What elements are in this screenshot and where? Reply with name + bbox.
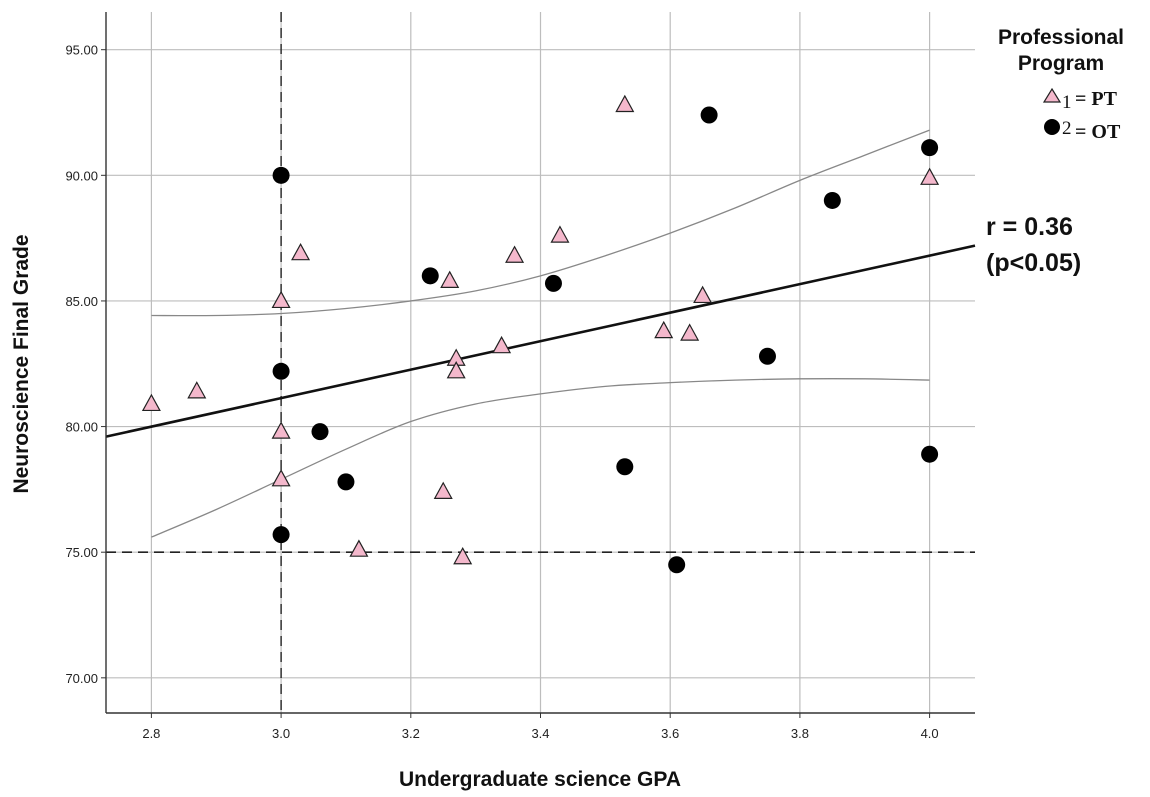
ot-point	[758, 347, 776, 365]
ot-point	[272, 166, 290, 184]
grid-lines	[106, 12, 975, 713]
pt-point	[446, 361, 466, 379]
pt-point	[453, 546, 473, 565]
x-tick-label: 4.0	[921, 726, 939, 741]
pt-point	[271, 421, 291, 439]
legend-entry-pt: 1 = PT	[1042, 87, 1118, 113]
y-tick-label: 70.00	[65, 671, 98, 686]
data-points	[141, 94, 940, 574]
ot-point	[337, 473, 355, 491]
tick-labels: 2.8 3.0 3.2 3.4 3.6 3.8 4.0 70.00 75.00 80.00 85.0…	[65, 43, 938, 741]
legend-entry-ot: 2 = OT	[1044, 118, 1121, 143]
pt-point	[433, 481, 453, 499]
legend: Professional Program 1 = PT 2 = OT	[998, 26, 1124, 143]
ot-point	[272, 362, 290, 380]
ot-point	[272, 526, 290, 544]
y-tick-label: 85.00	[65, 294, 98, 309]
pt-point	[187, 381, 207, 399]
ot-point	[421, 267, 439, 285]
reference-lines	[106, 12, 975, 713]
ot-point	[823, 191, 841, 209]
y-tick-label: 75.00	[65, 545, 98, 560]
x-axis-title: Undergraduate science GPA	[399, 768, 681, 791]
y-tick-label: 80.00	[65, 420, 98, 435]
ot-point	[921, 445, 939, 463]
y-tick-label: 90.00	[65, 168, 98, 183]
correlation-annotation-line1: r = 0.36	[986, 213, 1073, 241]
pt-point	[440, 270, 460, 288]
pt-point	[505, 245, 525, 263]
legend-title-line2: Program	[1018, 52, 1104, 75]
pt-point	[680, 323, 700, 341]
ot-point	[616, 458, 634, 476]
regression-line	[105, 244, 976, 438]
y-axis-title: Neuroscience Final Grade	[10, 234, 33, 493]
legend-code-ot: 2	[1062, 118, 1072, 139]
pt-point	[291, 242, 311, 261]
ot-point	[700, 106, 718, 124]
pt-point	[550, 225, 570, 243]
pt-point	[615, 94, 635, 113]
x-tick-label: 3.8	[791, 726, 809, 741]
ci-upper-curve	[151, 129, 930, 317]
legend-label-ot: = OT	[1075, 121, 1121, 143]
triangle-marker-icon	[1042, 87, 1062, 103]
regression-fit	[105, 244, 976, 438]
x-tick-label: 3.6	[661, 726, 679, 741]
x-tick-label: 3.2	[402, 726, 420, 741]
ot-point	[311, 423, 329, 441]
pt-point	[492, 335, 512, 354]
pt-point	[654, 320, 674, 339]
axes	[101, 12, 975, 718]
pt-point	[349, 539, 369, 557]
pt-point	[693, 285, 713, 304]
legend-code-pt: 1	[1062, 92, 1072, 113]
pt-point	[920, 167, 940, 185]
pt-point	[271, 290, 291, 309]
x-tick-label: 3.4	[531, 726, 549, 741]
ot-point	[668, 556, 686, 574]
legend-title-line1: Professional	[998, 26, 1124, 49]
y-tick-label: 95.00	[65, 43, 98, 58]
pt-point	[141, 393, 161, 412]
x-tick-label: 3.0	[272, 726, 290, 741]
legend-label-pt: = PT	[1075, 88, 1118, 110]
pt-point	[271, 469, 291, 487]
correlation-annotation-line2: (p<0.05)	[986, 249, 1081, 277]
ot-point	[544, 274, 562, 292]
ot-point	[921, 139, 939, 157]
x-tick-label: 2.8	[142, 726, 160, 741]
circle-marker-icon	[1044, 119, 1060, 135]
